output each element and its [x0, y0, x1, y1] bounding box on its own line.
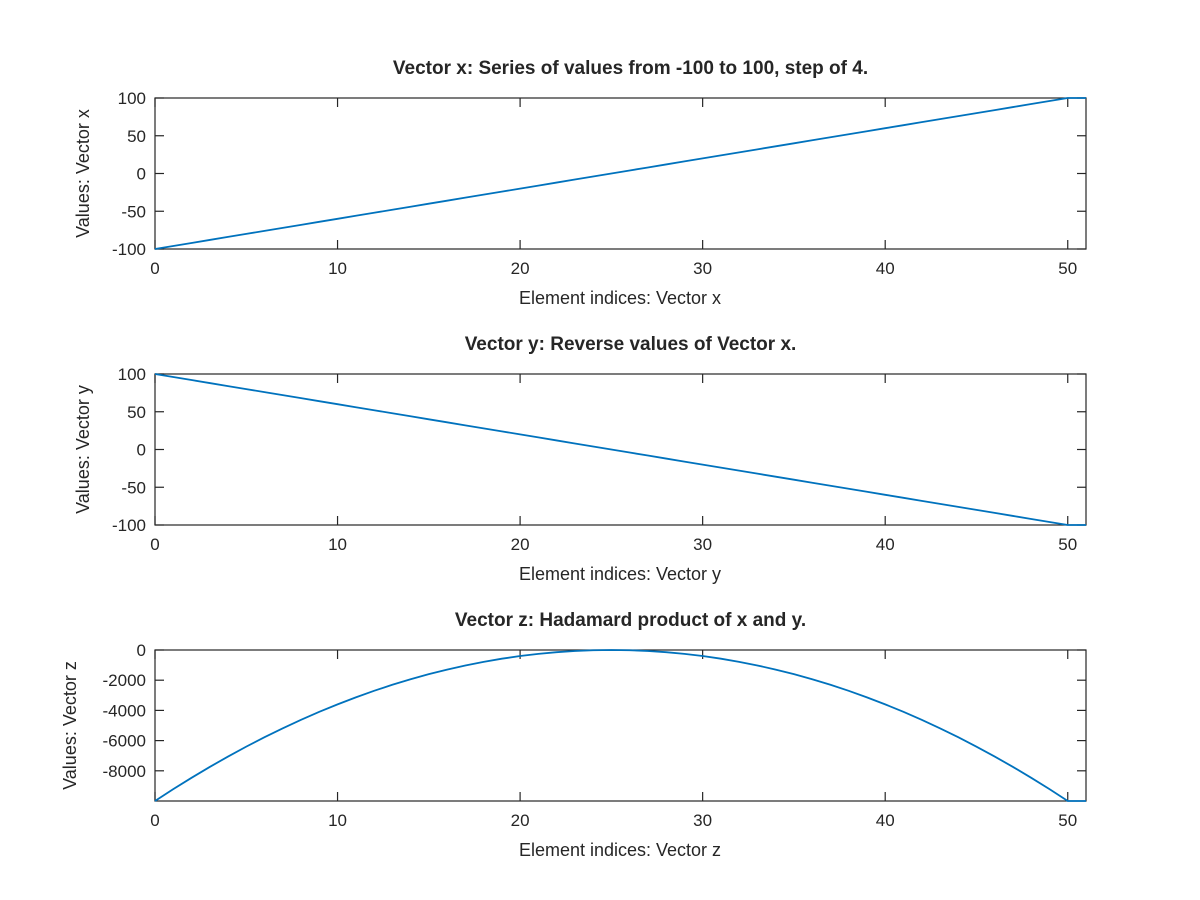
x-axis-label: Element indices: Vector y: [519, 564, 721, 584]
x-tick-label: 40: [876, 811, 895, 830]
x-tick-label: 30: [693, 811, 712, 830]
y-tick-label: -50: [121, 202, 146, 221]
x-axis-label: Element indices: Vector z: [519, 840, 721, 860]
y-tick-label: -2000: [103, 671, 146, 690]
subplot-2: 0 10 20 30 40 50 -100 -50 0 50 100 Vector y: Revers…: [73, 334, 1087, 584]
x-tick-label: 20: [511, 259, 530, 278]
y-axis-label: Values: Vector x: [73, 109, 93, 238]
x-tick-label: 0: [150, 259, 159, 278]
y-axis-label: Values: Vector y: [73, 385, 93, 514]
y-tick-label: 0: [137, 165, 146, 184]
y-tick-label: -100: [112, 516, 146, 535]
x-tick-label: 50: [1058, 259, 1077, 278]
y-tick-label: 50: [127, 127, 146, 146]
series-line-1: [154, 373, 1086, 526]
y-tick-label: 0: [137, 441, 146, 460]
x-tick-label: 10: [328, 811, 347, 830]
chart-title: Vector x: Series of values from -100 to …: [393, 58, 868, 79]
x-tick-label: 50: [1058, 811, 1077, 830]
series-line-1: [154, 649, 1086, 802]
x-tick-label: 40: [876, 535, 895, 554]
x-tick-label: 20: [511, 811, 530, 830]
x-tick-label: 40: [876, 259, 895, 278]
x-tick-label: 10: [328, 259, 347, 278]
y-tick-label: 100: [118, 365, 146, 384]
subplot-3: 0 10 20 30 40 50 -8000 -6000 -4000 -2000 0 Vector z…: [60, 610, 1087, 860]
y-tick-label: -50: [121, 478, 146, 497]
plot-area: [154, 649, 1087, 802]
x-tick-label: 10: [328, 535, 347, 554]
y-tick-label: -8000: [103, 762, 146, 781]
x-tick-label: 50: [1058, 535, 1077, 554]
x-tick-label: 30: [693, 259, 712, 278]
x-tick-label: 20: [511, 535, 530, 554]
x-tick-label: 0: [150, 811, 159, 830]
series-line-1: [154, 97, 1086, 250]
y-axis-label: Values: Vector z: [60, 661, 80, 790]
chart-title: Vector y: Reverse values of Vector x.: [465, 334, 797, 355]
x-tick-label: 30: [693, 535, 712, 554]
y-tick-label: -4000: [103, 701, 146, 720]
y-tick-label: 50: [127, 403, 146, 422]
chart-title: Vector z: Hadamard product of x and y.: [455, 610, 806, 631]
y-tick-label: -6000: [103, 732, 146, 751]
x-tick-label: 0: [150, 535, 159, 554]
subplot-1: 0 10 20 30 40 50 -100 -50 0 50 100 Vector x: Series…: [73, 58, 1087, 308]
y-tick-label: 0: [137, 641, 146, 660]
y-tick-label: -100: [112, 240, 146, 259]
x-axis-label: Element indices: Vector x: [519, 288, 721, 308]
y-tick-label: 100: [118, 89, 146, 108]
